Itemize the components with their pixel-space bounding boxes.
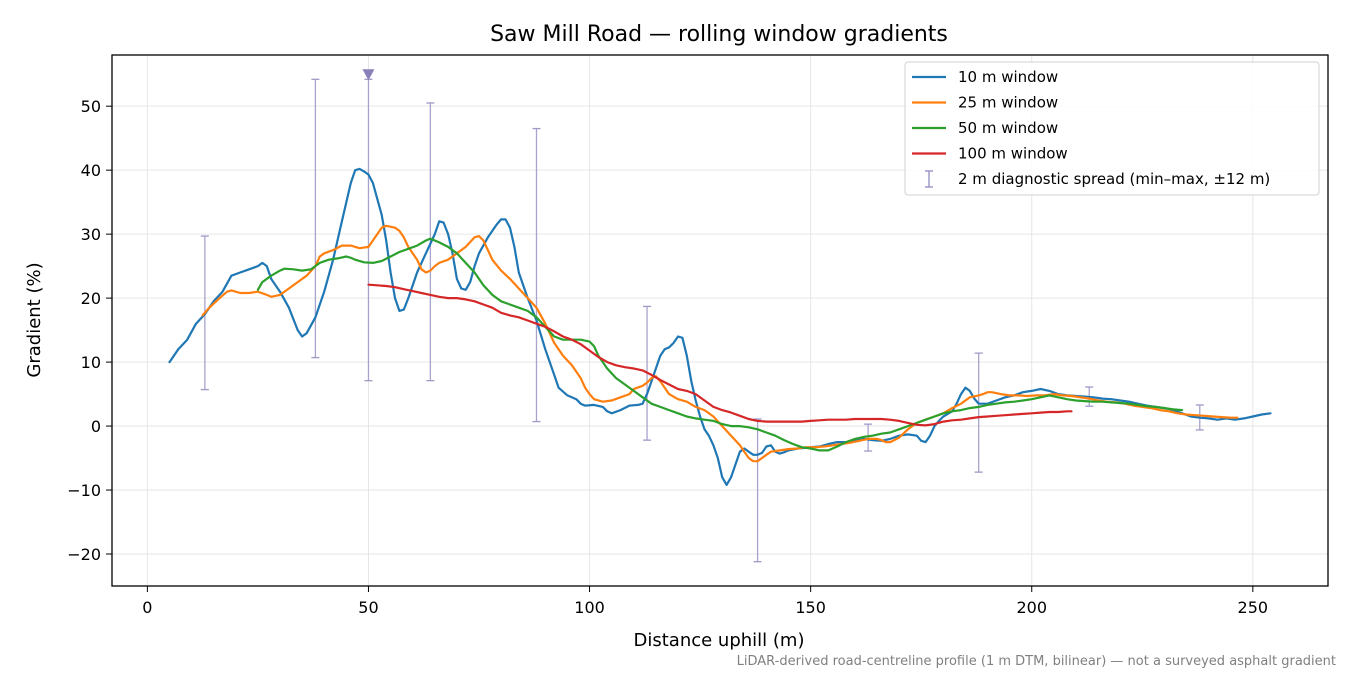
- x-tick-label: 150: [795, 598, 826, 617]
- x-tick-label: 250: [1238, 598, 1269, 617]
- series-lines: [168, 167, 1272, 486]
- series-line: [168, 167, 1272, 486]
- y-tick-label: 30: [81, 225, 101, 244]
- y-tick-label: 10: [81, 353, 101, 372]
- y-tick-label: 50: [81, 97, 101, 116]
- x-axis-label: Distance uphill (m): [634, 630, 805, 651]
- chart-caption: LiDAR-derived road-centreline profile (1…: [737, 654, 1336, 669]
- y-axis-label: Gradient (%): [24, 262, 45, 377]
- legend: 10 m window 25 m window 50 m window 100 m w…: [904, 61, 1320, 196]
- y-tick-label: 20: [81, 289, 101, 308]
- y-tick-label: 0: [91, 417, 101, 436]
- legend-label: 25 m window: [958, 94, 1058, 112]
- axis-ticks: 0 50 100 150 200 250 −20 −10 0 10 20 30 40 50: [67, 97, 1268, 617]
- x-tick-label: 100: [574, 598, 605, 617]
- x-tick-label: 0: [142, 598, 152, 617]
- legend-label: 100 m window: [958, 145, 1068, 163]
- legend-label: 10 m window: [958, 68, 1058, 86]
- series-line: [201, 224, 1239, 463]
- series-line: [256, 237, 1184, 452]
- clipped-marker: [362, 69, 375, 81]
- x-tick-label: 200: [1016, 598, 1047, 617]
- legend-label: 2 m diagnostic spread (min–max, ±12 m): [958, 170, 1270, 188]
- chart-title: Saw Mill Road — rolling window gradients: [490, 22, 948, 47]
- y-tick-label: 40: [81, 161, 101, 180]
- y-tick-label: −20: [67, 545, 101, 564]
- series-line: [367, 283, 1073, 427]
- y-tick-label: −10: [67, 481, 101, 500]
- legend-label: 50 m window: [958, 119, 1058, 137]
- x-tick-label: 50: [358, 598, 378, 617]
- plot-frame: [111, 54, 1329, 587]
- legend-box: [904, 61, 1320, 196]
